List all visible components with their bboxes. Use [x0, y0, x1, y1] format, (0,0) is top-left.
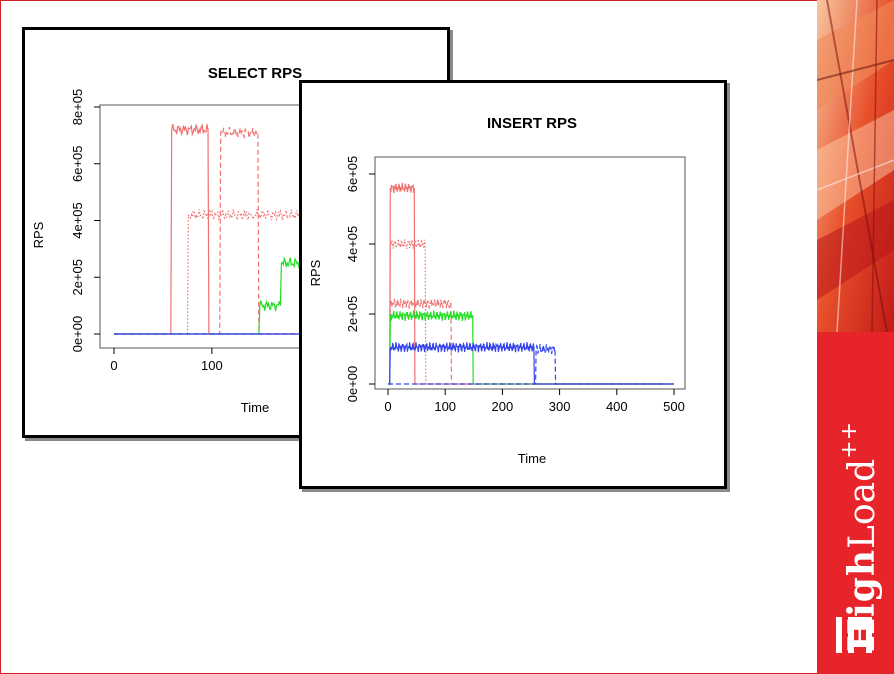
x-tick-label: 0	[384, 399, 391, 414]
series-line-blue-solid	[388, 341, 674, 385]
x-tick-label: 100	[434, 399, 456, 414]
series-line-blue-dashed	[388, 343, 663, 385]
y-tick-label: 6e+05	[70, 145, 85, 182]
x-axis-label: Time	[518, 451, 546, 466]
highload-logo-icon	[836, 617, 872, 653]
series-line-red-dotted	[388, 238, 674, 385]
select-rps-chart: SELECT RPS Time RPS 01002003000e+002e+05…	[31, 65, 438, 415]
y-tick-label: 6e+05	[345, 156, 360, 193]
insert-rps-chart: INSERT RPS Time RPS 0 100 200 300 400 500 0e+0…	[308, 115, 686, 466]
insert-rps-chart-panel: INSERT RPS Time RPS 0 100 200 300 400 500 0e+0…	[299, 80, 727, 489]
series-line-red-dashed	[388, 298, 674, 385]
chart-title: SELECT RPS	[208, 65, 302, 82]
decorative-facade-art	[817, 0, 894, 332]
y-tick-label: 0e+00	[345, 366, 360, 403]
y-tick-label: 8e+05	[70, 89, 85, 126]
y-tick-label: 4e+05	[70, 202, 85, 239]
y-axis-label: RPS	[31, 221, 46, 248]
brand-load: Load	[842, 458, 883, 549]
brand-high: High	[841, 548, 883, 652]
chart-title: INSERT RPS	[487, 115, 577, 132]
series-line-red-solid	[388, 182, 674, 385]
brand-plusplus: ++	[837, 421, 862, 459]
x-tick-label: 0	[110, 358, 117, 373]
y-tick-label: 2e+05	[345, 296, 360, 333]
y-tick-label: 0e+00	[70, 316, 85, 353]
x-tick-label: 500	[663, 399, 685, 414]
y-axis-label: RPS	[308, 259, 323, 286]
y-tick-label: 2e+05	[70, 259, 85, 296]
brand-wordmark: HighLoad++	[837, 422, 883, 652]
brand-side-band	[817, 0, 894, 674]
y-tick-label: 4e+05	[345, 226, 360, 263]
x-tick-label: 400	[606, 399, 628, 414]
plot-area	[374, 156, 686, 390]
x-tick-label: 300	[549, 399, 571, 414]
x-axis-label: Time	[241, 400, 269, 415]
series-line-blue-dashed	[114, 294, 438, 335]
x-tick-label: 200	[492, 399, 514, 414]
x-tick-label: 100	[201, 358, 223, 373]
